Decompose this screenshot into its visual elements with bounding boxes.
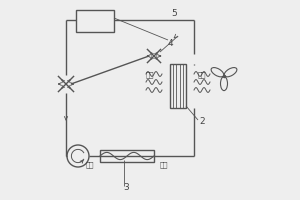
Text: 热水: 热水 [160, 161, 168, 168]
Text: 热风: 热风 [146, 71, 154, 78]
Bar [76, 10, 114, 32]
Text: 冷风: 冷风 [198, 71, 206, 78]
Text: 冷水: 冷水 [86, 161, 94, 168]
Bar [100, 150, 154, 162]
Bar [170, 64, 186, 108]
Text: 2: 2 [199, 117, 205, 126]
Text: 4: 4 [167, 39, 173, 48]
Text: 3: 3 [123, 183, 129, 192]
Text: 5: 5 [171, 9, 177, 18]
